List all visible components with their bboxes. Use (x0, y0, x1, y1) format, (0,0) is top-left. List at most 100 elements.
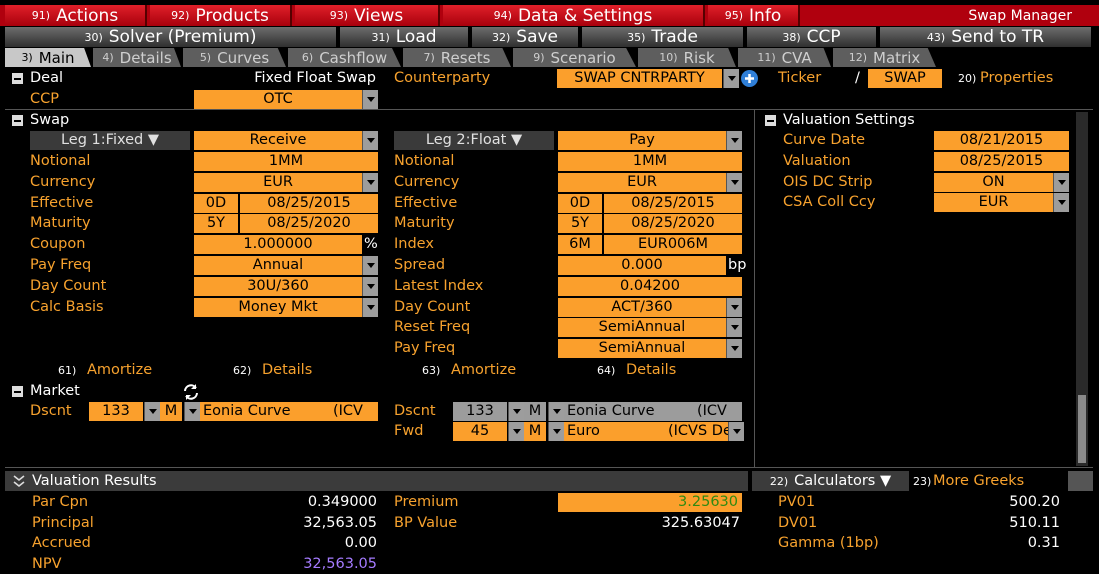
input-field[interactable]: M (524, 401, 546, 421)
tab[interactable]: 12) Matrix (833, 48, 936, 67)
dropdown-button[interactable] (362, 256, 378, 275)
toolbar-button[interactable]: 32) Save (472, 27, 580, 47)
input-field[interactable]: EUR (558, 172, 726, 192)
input-field[interactable]: Annual (194, 256, 362, 275)
toolbar-button[interactable]: 30) Solver (Premium) (5, 27, 338, 47)
input-field[interactable]: ON (934, 172, 1053, 192)
dropdown-button[interactable] (508, 422, 524, 442)
tab[interactable]: 10) Risk (638, 48, 736, 67)
collapse-icon[interactable] (12, 73, 23, 84)
dropdown-button[interactable] (508, 401, 524, 421)
input-field[interactable]: Money Mkt (194, 297, 362, 317)
toolbar-button[interactable]: 35) Trade (582, 27, 745, 47)
tab[interactable]: 7) Resets (403, 48, 511, 67)
link[interactable]: Amortize (451, 362, 517, 378)
toolbar-button[interactable]: 31) Load (340, 27, 470, 47)
input-field[interactable]: 133 (453, 401, 507, 421)
dropdown-button[interactable] (548, 422, 564, 442)
input-field[interactable]: 1MM (558, 152, 742, 171)
input-field[interactable]: SemiAnnual (558, 339, 726, 359)
dropdown-button[interactable] (548, 401, 564, 421)
curve-field[interactable]: Eonia Curve (ICV (564, 401, 742, 421)
dropdown-button[interactable] (362, 276, 378, 296)
tab[interactable]: 4) Details (93, 48, 181, 67)
link[interactable]: Details (626, 362, 677, 378)
input-field[interactable]: 45 (453, 422, 507, 442)
input-field[interactable]: M (160, 401, 182, 421)
link[interactable]: Properties (980, 70, 1054, 86)
input-field[interactable]: 08/25/2020 (240, 214, 378, 234)
input-field[interactable]: ACT/360 (558, 297, 726, 317)
input-field[interactable]: 6M (558, 235, 602, 255)
dropdown-button[interactable] (362, 172, 378, 192)
input-field[interactable]: 0.000 (558, 256, 726, 275)
menu-item[interactable]: 91) Actions (5, 5, 147, 26)
input-field[interactable]: 133 (89, 401, 143, 421)
input-field[interactable]: 08/25/2020 (604, 214, 742, 234)
input-field[interactable]: EUR (194, 172, 362, 192)
collapse-icon[interactable] (765, 115, 776, 126)
dropdown-button[interactable] (184, 401, 200, 421)
input-field[interactable]: 5Y (558, 214, 602, 234)
dropdown-button[interactable] (362, 131, 378, 150)
add-button[interactable] (740, 69, 759, 88)
collapse-icon[interactable] (11, 473, 27, 489)
refresh-icon[interactable] (181, 382, 201, 402)
toolbar-button[interactable]: 43) Send to TR (880, 27, 1093, 47)
input-field[interactable]: EUR (934, 193, 1053, 213)
input-field[interactable]: 1MM (194, 152, 378, 171)
dropdown-button[interactable] (726, 339, 742, 359)
tab[interactable]: 9) Scenario (513, 48, 636, 67)
input-field[interactable]: 08/25/2015 (604, 193, 742, 213)
scrollbar[interactable] (1076, 112, 1088, 466)
result-value[interactable]: 3.25630 (558, 493, 742, 512)
collapse-icon[interactable] (12, 386, 23, 397)
calculators-button[interactable]: 22) Calculators ▼ (752, 471, 909, 491)
leg-title[interactable]: Leg 2:Float ▼ (394, 131, 554, 150)
dropdown-button[interactable] (726, 131, 742, 150)
tab[interactable]: 11) CVA (738, 48, 831, 67)
input-field[interactable]: 0D (194, 193, 238, 213)
dropdown-button[interactable] (728, 422, 744, 442)
dropdown-button[interactable] (362, 90, 378, 109)
dropdown-button[interactable] (726, 318, 742, 338)
tab[interactable]: 6) Cashflow (288, 48, 401, 67)
input-field[interactable]: Receive (194, 131, 362, 150)
dropdown-button[interactable] (1053, 193, 1069, 213)
input-field[interactable]: 08/25/2015 (240, 193, 378, 213)
input-field[interactable]: EUR006M (604, 235, 742, 255)
collapse-icon[interactable] (12, 115, 23, 126)
dropdown-button[interactable] (1053, 172, 1069, 192)
input-field[interactable]: 0.04200 (558, 276, 742, 296)
input-field[interactable]: 08/25/2015 (934, 151, 1069, 171)
input-field[interactable]: 0D (558, 193, 602, 213)
menu-item[interactable]: 93) Views (295, 5, 440, 26)
input-field[interactable]: 1.000000 (194, 235, 362, 255)
dropdown-button[interactable] (726, 297, 742, 317)
input-field[interactable]: 08/21/2015 (934, 131, 1069, 150)
toolbar-button[interactable]: 38) CCP (747, 27, 878, 47)
input-field[interactable]: M (524, 422, 546, 442)
input-field[interactable]: 30U/360 (194, 276, 362, 296)
link[interactable]: Details (262, 362, 313, 378)
dropdown-button[interactable] (144, 401, 160, 421)
leg-title[interactable]: Leg 1:Fixed ▼ (30, 131, 190, 150)
link[interactable]: Amortize (87, 362, 153, 378)
dropdown-button[interactable] (723, 69, 739, 88)
tab[interactable]: 3) Main (5, 48, 91, 67)
input-field[interactable]: SWAP (868, 69, 942, 88)
input-field[interactable]: SemiAnnual (558, 318, 726, 338)
input-field[interactable]: 5Y (194, 214, 238, 234)
dropdown-button[interactable] (726, 172, 742, 192)
tab[interactable]: 5) Curves (183, 48, 286, 67)
input-field[interactable]: OTC (194, 90, 362, 109)
curve-field[interactable]: Eonia Curve (ICV (200, 401, 378, 421)
scrollbar-thumb[interactable] (1078, 395, 1086, 463)
link[interactable]: More Greeks (933, 473, 1025, 489)
menu-item[interactable]: 95) Info (708, 5, 800, 26)
input-field[interactable]: Pay (558, 131, 726, 150)
curve-field[interactable]: Euro (ICVS Defau (564, 422, 728, 442)
input-field[interactable]: SWAP CNTRPARTY (557, 69, 722, 88)
menu-item[interactable]: 94) Data & Settings (443, 5, 705, 26)
menu-item[interactable]: 92) Products (150, 5, 292, 26)
